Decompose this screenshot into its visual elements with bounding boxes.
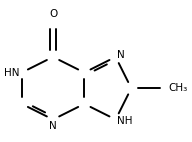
Text: N: N [117,50,125,60]
Text: N: N [49,121,57,131]
Text: NH: NH [117,116,133,126]
Text: HN: HN [4,68,19,78]
Text: O: O [49,9,57,19]
Text: CH₃: CH₃ [169,83,188,93]
